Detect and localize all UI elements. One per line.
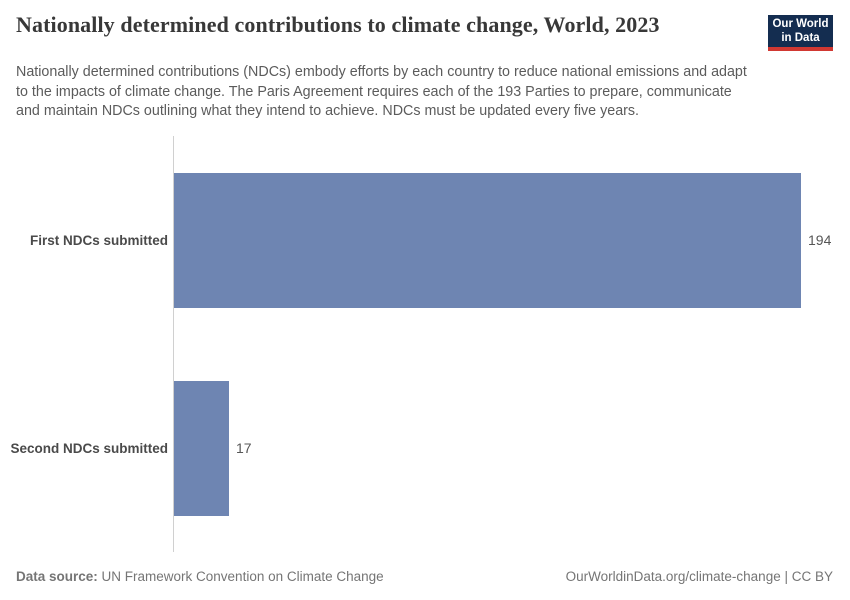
value-label: 194 <box>808 232 832 248</box>
owid-logo-box: Our World in Data <box>768 15 833 47</box>
footer-separator: | <box>780 569 792 584</box>
bar-row: Second NDCs submitted 17 <box>0 344 850 552</box>
bar-row: First NDCs submitted 194 <box>0 136 850 344</box>
bar[interactable] <box>174 172 801 308</box>
category-label: Second NDCs submitted <box>10 440 168 456</box>
data-source-label: Data source: <box>16 569 98 584</box>
owid-url-link[interactable]: OurWorldinData.org/climate-change <box>565 569 781 584</box>
data-source-note: Data source: UN Framework Convention on … <box>16 568 384 585</box>
license-badge: CC BY <box>791 569 833 584</box>
y-axis-line <box>173 136 174 552</box>
data-source-value: UN Framework Convention on Climate Chang… <box>97 569 384 584</box>
chart-footer: Data source: UN Framework Convention on … <box>16 568 833 585</box>
bar[interactable] <box>174 380 229 516</box>
chart-subtitle: Nationally determined contributions (NDC… <box>16 64 747 120</box>
category-label: First NDCs submitted <box>29 232 168 248</box>
owid-logo[interactable]: Our World in Data <box>768 15 833 51</box>
owid-logo-line1: Our World <box>772 18 829 30</box>
footer-attribution: OurWorldinData.org/climate-change | CC B… <box>566 568 833 585</box>
owid-logo-accent-bar <box>768 47 833 51</box>
chart-title: Nationally determined contributions to c… <box>16 12 660 37</box>
owid-logo-line2: in Data <box>781 31 820 44</box>
value-label: 17 <box>235 440 252 456</box>
